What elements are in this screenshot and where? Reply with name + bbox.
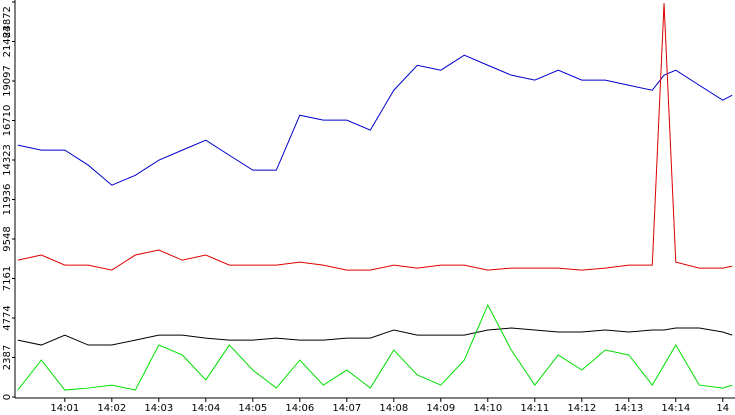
x-tick-label: 14:05: [238, 403, 267, 414]
x-tick-label: 14:13: [614, 403, 643, 414]
y-tick-label: 9548: [2, 226, 13, 251]
x-tick-label: 14:09: [426, 403, 455, 414]
x-tick-label: 14:14: [661, 403, 690, 414]
x-tick-label: 14:01: [50, 403, 79, 414]
y-tick-label: 21484: [2, 26, 13, 58]
x-tick-label: 14:12: [567, 403, 596, 414]
y-tick-label: 23872: [2, 6, 13, 38]
x-tick-label: 14:02: [97, 403, 126, 414]
series-line: [17, 54, 733, 186]
y-tick-label: 7161: [2, 266, 13, 291]
series-line: [17, 303, 733, 391]
series-line: [17, 3, 733, 271]
y-tick-label: 19097: [2, 65, 13, 97]
x-tick-label: 14:08: [379, 403, 408, 414]
x-tick-label: 14: [716, 403, 729, 414]
y-tick-label: 14323: [2, 144, 13, 176]
series-line: [17, 327, 733, 346]
x-tick-label: 14:07: [332, 403, 361, 414]
x-tick-label: 14:03: [144, 403, 173, 414]
x-tick-label: 14:06: [285, 403, 314, 414]
y-tick-label: 2387: [2, 345, 13, 370]
x-tick-label: 14:11: [520, 403, 549, 414]
y-tick-label: 4774: [2, 305, 13, 330]
y-tick-label: 11936: [2, 184, 13, 216]
y-tick-label: 16710: [2, 105, 13, 137]
x-tick-label: 14:10: [473, 403, 502, 414]
x-tick-label: 14:04: [191, 403, 220, 414]
y-tick-label: 0: [2, 394, 13, 400]
